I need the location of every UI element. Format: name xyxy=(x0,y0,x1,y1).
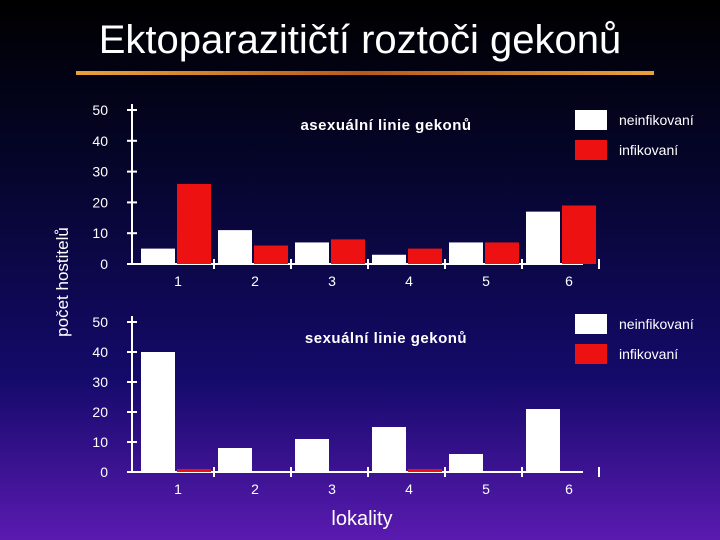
legend-label: neinfikovaní xyxy=(619,112,694,128)
bar-neinfikovani-1-6 xyxy=(526,211,560,264)
y-tick-label: 20 xyxy=(92,194,108,210)
legend-swatch-infikovani xyxy=(575,140,607,160)
legend-swatch-infikovani xyxy=(575,344,607,364)
x-tick-label: 6 xyxy=(565,481,573,497)
x-tick-label: 1 xyxy=(174,481,182,497)
x-axis-label: lokality xyxy=(331,508,392,530)
x-tick-label: 2 xyxy=(251,273,259,289)
bar-neinfikovani-1-5 xyxy=(449,242,483,264)
x-tick-label: 5 xyxy=(482,481,490,497)
x-tick-label: 4 xyxy=(405,481,413,497)
y-tick-label: 20 xyxy=(92,404,108,420)
y-tick-label: 40 xyxy=(92,133,108,149)
bar-infikovani-1-2 xyxy=(254,245,288,264)
x-tick-label: 3 xyxy=(328,273,336,289)
bar-infikovani-1-4 xyxy=(408,248,442,264)
x-tick-label: 4 xyxy=(405,273,413,289)
legend-label: infikovaní xyxy=(619,346,678,362)
bar-infikovani-1-5 xyxy=(485,242,519,264)
legend-label: neinfikovaní xyxy=(619,316,694,332)
page-title: Ektoparazitičtí roztoči gekonů xyxy=(98,18,622,62)
bar-neinfikovani-1-2 xyxy=(218,230,252,264)
bar-neinfikovani-1-3 xyxy=(295,242,329,264)
chart-title: sexuální linie gekonů xyxy=(305,330,467,347)
bar-neinfikovani-2-2 xyxy=(218,448,252,472)
legend-swatch-neinfikovani xyxy=(575,110,607,130)
y-tick-label: 50 xyxy=(92,102,108,118)
x-tick-label: 5 xyxy=(482,273,490,289)
bar-infikovani-1-6 xyxy=(562,205,596,264)
bar-neinfikovani-2-4 xyxy=(372,427,406,472)
legend-swatch-neinfikovani xyxy=(575,314,607,334)
y-tick-label: 30 xyxy=(92,164,108,180)
y-tick-label: 0 xyxy=(100,464,108,480)
bar-neinfikovani-1-4 xyxy=(372,254,406,264)
bar-neinfikovani-1-1 xyxy=(141,248,175,264)
bar-infikovani-1-3 xyxy=(331,239,365,264)
bar-neinfikovani-2-6 xyxy=(526,409,560,472)
x-tick-label: 3 xyxy=(328,481,336,497)
title-underline xyxy=(76,71,654,75)
y-tick-label: 10 xyxy=(92,434,108,450)
chart-title: asexuální linie gekonů xyxy=(300,117,471,134)
legend-label: infikovaní xyxy=(619,142,678,158)
bar-infikovani-2-4 xyxy=(408,469,442,472)
x-tick-label: 2 xyxy=(251,481,259,497)
y-tick-label: 30 xyxy=(92,374,108,390)
bar-infikovani-1-1 xyxy=(177,183,211,264)
y-tick-label: 40 xyxy=(92,344,108,360)
y-tick-label: 0 xyxy=(100,256,108,272)
bar-neinfikovani-2-3 xyxy=(295,439,329,472)
bar-neinfikovani-2-1 xyxy=(141,352,175,472)
bar-neinfikovani-2-5 xyxy=(449,454,483,472)
x-tick-label: 6 xyxy=(565,273,573,289)
bar-infikovani-2-1 xyxy=(177,469,211,472)
y-tick-label: 50 xyxy=(92,314,108,330)
y-tick-label: 10 xyxy=(92,225,108,241)
x-tick-label: 1 xyxy=(174,273,182,289)
y-axis-label: počet hostitelů xyxy=(53,227,72,337)
